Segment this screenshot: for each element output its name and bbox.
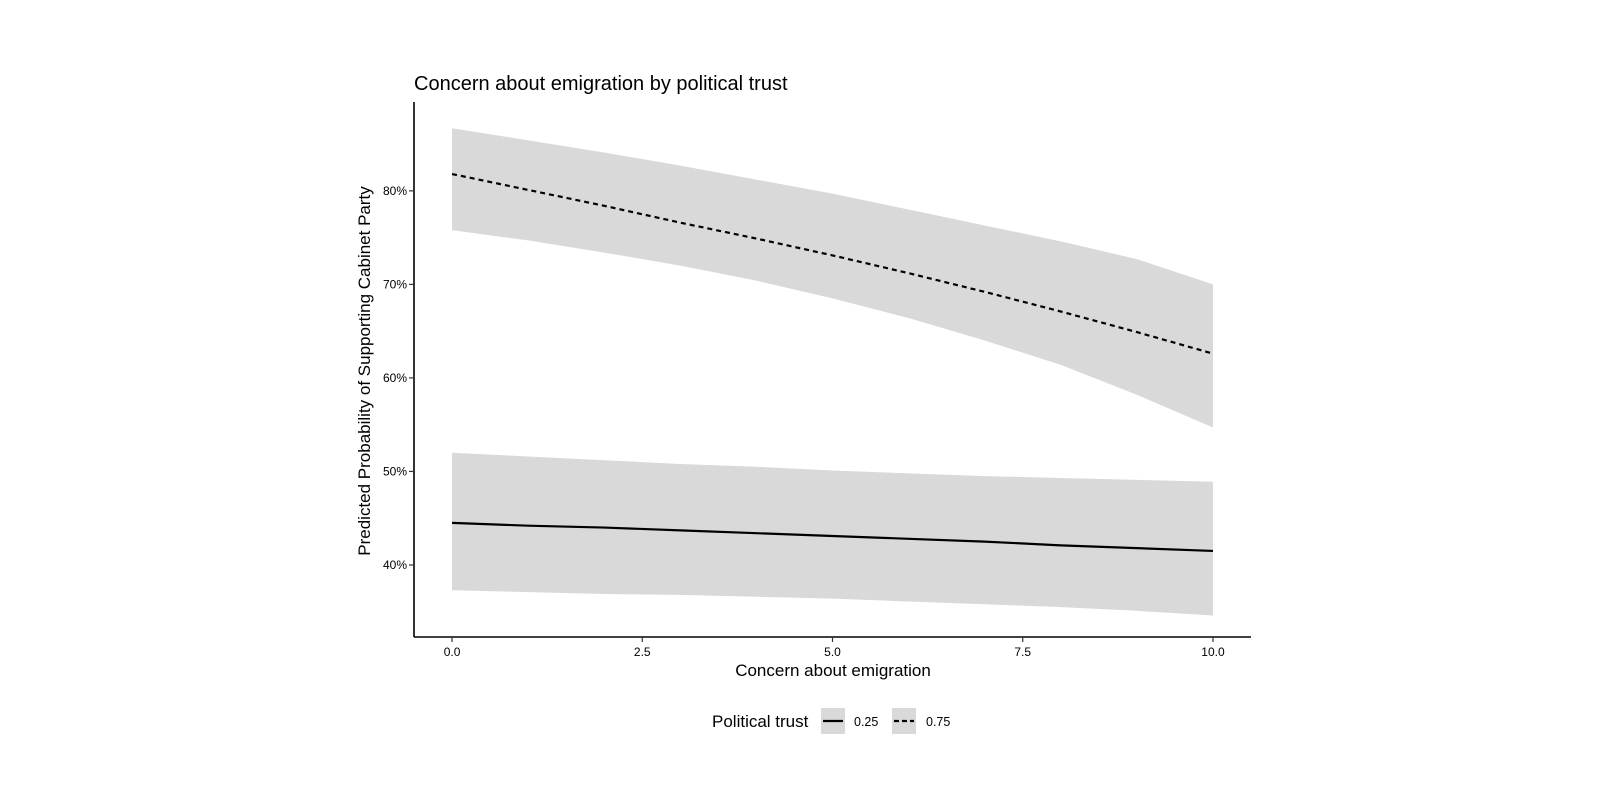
y-axis-label: Predicted Probability of Supporting Cabi… [355, 186, 374, 556]
y-tick-label: 60% [383, 371, 407, 385]
x-tick-label: 10.0 [1201, 645, 1225, 659]
chart-title: Concern about emigration by political tr… [414, 73, 788, 95]
series-line-0.25 [452, 521, 1213, 553]
y-tick-label: 40% [383, 558, 407, 572]
legend: Political trust 0.25 0.75 [712, 708, 950, 734]
x-tick-label: 2.5 [634, 645, 651, 659]
confidence-ribbons [452, 128, 1213, 616]
x-tick-label: 5.0 [824, 645, 841, 659]
series-lines [451, 172, 1214, 553]
ribbon-0.75 [452, 128, 1213, 428]
legend-item-label: 0.25 [854, 715, 878, 729]
x-axis-label: Concern about emigration [735, 661, 931, 680]
legend-item-label: 0.75 [926, 715, 950, 729]
axes: 0.0 2.5 5.0 7.5 10.0 40% 50% 60% 70% 80% [383, 102, 1251, 659]
x-tick-label: 0.0 [444, 645, 461, 659]
y-tick-label: 70% [383, 277, 407, 291]
ribbon-0.25 [452, 452, 1213, 616]
legend-title: Political trust [712, 712, 809, 731]
series-line-0.75 [451, 172, 1214, 355]
y-tick-label: 80% [383, 184, 407, 198]
y-tick-label: 50% [383, 464, 407, 478]
x-tick-label: 7.5 [1014, 645, 1031, 659]
